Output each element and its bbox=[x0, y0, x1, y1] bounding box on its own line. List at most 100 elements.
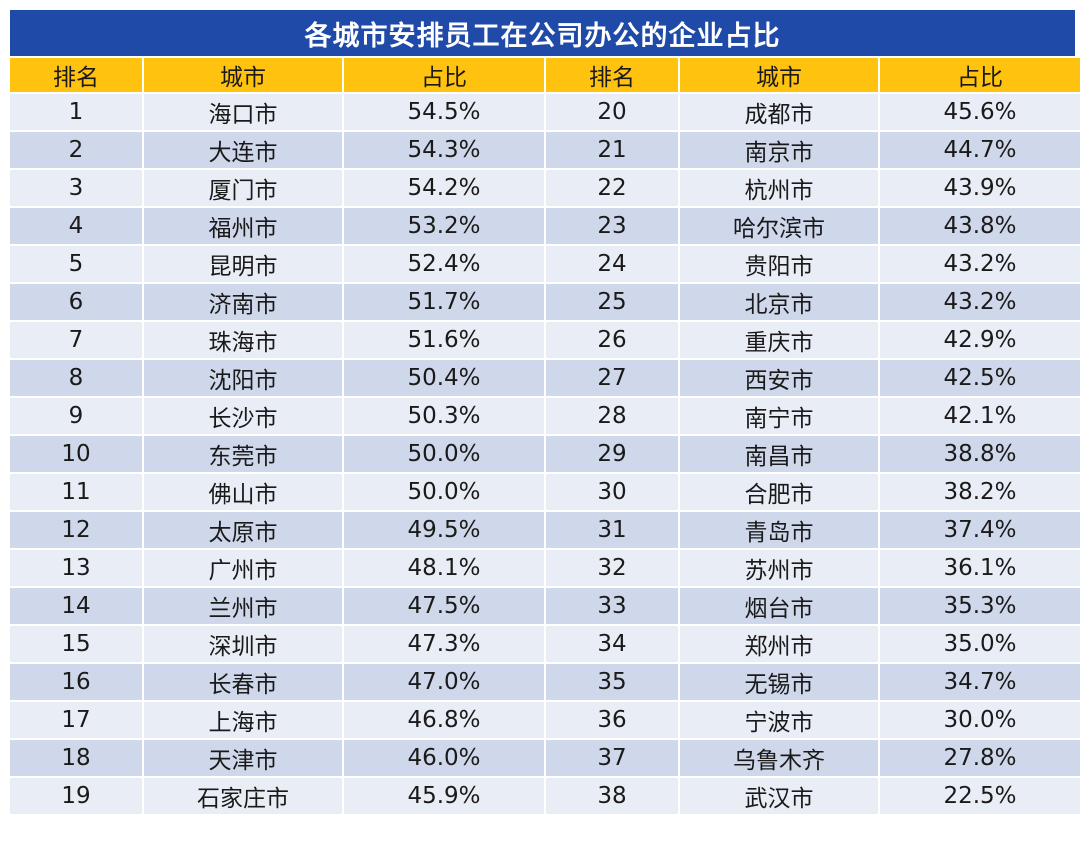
percentage-cell: 37.4% bbox=[880, 512, 1080, 548]
percentage-cell: 45.9% bbox=[344, 778, 544, 814]
rank-cell: 6 bbox=[10, 284, 142, 320]
table-row: 10 东莞市 50.0% 29 南昌市 38.8% bbox=[10, 436, 1080, 472]
rank-cell: 25 bbox=[546, 284, 678, 320]
table-row: 13 广州市 48.1% 32 苏州市 36.1% bbox=[10, 550, 1080, 586]
city-cell: 兰州市 bbox=[144, 588, 342, 624]
percentage-cell: 42.5% bbox=[880, 360, 1080, 396]
percentage-cell: 46.8% bbox=[344, 702, 544, 738]
percentage-cell: 54.2% bbox=[344, 170, 544, 206]
city-cell: 合肥市 bbox=[680, 474, 878, 510]
percentage-cell: 54.5% bbox=[344, 94, 544, 130]
percentage-cell: 50.3% bbox=[344, 398, 544, 434]
percentage-cell: 30.0% bbox=[880, 702, 1080, 738]
city-cell: 宁波市 bbox=[680, 702, 878, 738]
rank-cell: 16 bbox=[10, 664, 142, 700]
ranking-table-container: 各城市安排员工在公司办公的企业占比 排名 城市 占比 排名 城市 占比 1 海口市… bbox=[10, 10, 1080, 816]
rank-cell: 20 bbox=[546, 94, 678, 130]
header-city-left: 城市 bbox=[144, 58, 342, 92]
rank-cell: 1 bbox=[10, 94, 142, 130]
city-cell: 郑州市 bbox=[680, 626, 878, 662]
percentage-cell: 47.5% bbox=[344, 588, 544, 624]
table-row: 11 佛山市 50.0% 30 合肥市 38.2% bbox=[10, 474, 1080, 510]
rank-cell: 27 bbox=[546, 360, 678, 396]
rank-cell: 29 bbox=[546, 436, 678, 472]
city-cell: 南宁市 bbox=[680, 398, 878, 434]
city-cell: 重庆市 bbox=[680, 322, 878, 358]
city-cell: 武汉市 bbox=[680, 778, 878, 814]
table-row: 4 福州市 53.2% 23 哈尔滨市 43.8% bbox=[10, 208, 1080, 244]
percentage-cell: 38.2% bbox=[880, 474, 1080, 510]
rank-cell: 33 bbox=[546, 588, 678, 624]
rank-cell: 10 bbox=[10, 436, 142, 472]
table-row: 15 深圳市 47.3% 34 郑州市 35.0% bbox=[10, 626, 1080, 662]
city-cell: 沈阳市 bbox=[144, 360, 342, 396]
table-row: 7 珠海市 51.6% 26 重庆市 42.9% bbox=[10, 322, 1080, 358]
city-cell: 昆明市 bbox=[144, 246, 342, 282]
percentage-cell: 47.3% bbox=[344, 626, 544, 662]
rank-cell: 3 bbox=[10, 170, 142, 206]
percentage-cell: 44.7% bbox=[880, 132, 1080, 168]
percentage-cell: 43.9% bbox=[880, 170, 1080, 206]
rank-cell: 36 bbox=[546, 702, 678, 738]
rank-cell: 38 bbox=[546, 778, 678, 814]
table-row: 5 昆明市 52.4% 24 贵阳市 43.2% bbox=[10, 246, 1080, 282]
percentage-cell: 54.3% bbox=[344, 132, 544, 168]
table-row: 3 厦门市 54.2% 22 杭州市 43.9% bbox=[10, 170, 1080, 206]
city-cell: 苏州市 bbox=[680, 550, 878, 586]
city-cell: 太原市 bbox=[144, 512, 342, 548]
percentage-cell: 49.5% bbox=[344, 512, 544, 548]
rank-cell: 4 bbox=[10, 208, 142, 244]
rank-cell: 21 bbox=[546, 132, 678, 168]
rank-cell: 34 bbox=[546, 626, 678, 662]
city-cell: 杭州市 bbox=[680, 170, 878, 206]
percentage-cell: 35.0% bbox=[880, 626, 1080, 662]
percentage-cell: 22.5% bbox=[880, 778, 1080, 814]
table-row: 6 济南市 51.7% 25 北京市 43.2% bbox=[10, 284, 1080, 320]
table-row: 9 长沙市 50.3% 28 南宁市 42.1% bbox=[10, 398, 1080, 434]
city-cell: 成都市 bbox=[680, 94, 878, 130]
rank-cell: 15 bbox=[10, 626, 142, 662]
percentage-cell: 50.4% bbox=[344, 360, 544, 396]
city-cell: 无锡市 bbox=[680, 664, 878, 700]
percentage-cell: 53.2% bbox=[344, 208, 544, 244]
rank-cell: 22 bbox=[546, 170, 678, 206]
percentage-cell: 38.8% bbox=[880, 436, 1080, 472]
city-cell: 长春市 bbox=[144, 664, 342, 700]
city-cell: 北京市 bbox=[680, 284, 878, 320]
percentage-cell: 52.4% bbox=[344, 246, 544, 282]
rank-cell: 32 bbox=[546, 550, 678, 586]
city-cell: 东莞市 bbox=[144, 436, 342, 472]
percentage-cell: 36.1% bbox=[880, 550, 1080, 586]
percentage-cell: 43.2% bbox=[880, 284, 1080, 320]
table-row: 8 沈阳市 50.4% 27 西安市 42.5% bbox=[10, 360, 1080, 396]
header-row: 排名 城市 占比 排名 城市 占比 bbox=[10, 58, 1080, 92]
percentage-cell: 43.8% bbox=[880, 208, 1080, 244]
percentage-cell: 50.0% bbox=[344, 474, 544, 510]
rank-cell: 23 bbox=[546, 208, 678, 244]
header-rank-left: 排名 bbox=[10, 58, 142, 92]
rank-cell: 5 bbox=[10, 246, 142, 282]
city-cell: 南京市 bbox=[680, 132, 878, 168]
rank-cell: 30 bbox=[546, 474, 678, 510]
rank-cell: 2 bbox=[10, 132, 142, 168]
rank-cell: 12 bbox=[10, 512, 142, 548]
city-cell: 海口市 bbox=[144, 94, 342, 130]
table-row: 12 太原市 49.5% 31 青岛市 37.4% bbox=[10, 512, 1080, 548]
table-row: 14 兰州市 47.5% 33 烟台市 35.3% bbox=[10, 588, 1080, 624]
rank-cell: 13 bbox=[10, 550, 142, 586]
city-cell: 西安市 bbox=[680, 360, 878, 396]
rank-cell: 37 bbox=[546, 740, 678, 776]
table-row: 19 石家庄市 45.9% 38 武汉市 22.5% bbox=[10, 778, 1080, 814]
header-pct-left: 占比 bbox=[344, 58, 544, 92]
rank-cell: 26 bbox=[546, 322, 678, 358]
city-cell: 珠海市 bbox=[144, 322, 342, 358]
rank-cell: 11 bbox=[10, 474, 142, 510]
city-cell: 福州市 bbox=[144, 208, 342, 244]
rank-cell: 7 bbox=[10, 322, 142, 358]
city-cell: 石家庄市 bbox=[144, 778, 342, 814]
header-city-right: 城市 bbox=[680, 58, 878, 92]
rank-cell: 31 bbox=[546, 512, 678, 548]
percentage-cell: 27.8% bbox=[880, 740, 1080, 776]
rank-cell: 9 bbox=[10, 398, 142, 434]
rank-cell: 19 bbox=[10, 778, 142, 814]
